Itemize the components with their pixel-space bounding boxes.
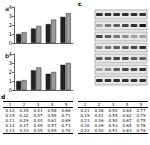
svg-text:c: c xyxy=(78,0,82,7)
html-text:0.76: 0.76 xyxy=(136,128,146,133)
html-text:0.52: 0.52 xyxy=(108,108,118,113)
svg-text:0: 0 xyxy=(9,87,12,93)
html-text:0.33: 0.33 xyxy=(19,128,29,133)
html-text:0.55: 0.55 xyxy=(47,113,57,118)
html-text:0.38: 0.38 xyxy=(94,108,104,113)
html-text:0.37: 0.37 xyxy=(19,123,29,128)
html-text:0.78: 0.78 xyxy=(136,123,146,128)
html-text:0.59: 0.59 xyxy=(47,128,57,133)
html-text:0.79: 0.79 xyxy=(136,113,146,118)
html-text:0.39: 0.39 xyxy=(94,123,104,128)
html-text:0.14: 0.14 xyxy=(5,123,15,128)
svg-text:2: 2 xyxy=(9,22,12,28)
svg-text:a: a xyxy=(5,5,9,12)
svg-text:4: 4 xyxy=(9,4,12,10)
svg-text:0: 0 xyxy=(9,40,12,46)
html-text:0.13: 0.13 xyxy=(5,128,15,133)
html-text:0.12: 0.12 xyxy=(5,108,15,113)
html-text:0.50: 0.50 xyxy=(108,118,118,123)
svg-text:b: b xyxy=(5,52,10,59)
html-text:0.69: 0.69 xyxy=(61,118,71,123)
html-text:d: d xyxy=(1,93,6,100)
html-text:0.41: 0.41 xyxy=(94,113,104,118)
html-text:3: 3 xyxy=(111,102,115,107)
html-text:0.44: 0.44 xyxy=(33,118,43,123)
html-text:0.73: 0.73 xyxy=(61,123,71,128)
html-text:0.63: 0.63 xyxy=(122,128,132,133)
html-text:0.21: 0.21 xyxy=(80,108,90,113)
svg-text:1: 1 xyxy=(9,31,12,37)
html-text:0.40: 0.40 xyxy=(94,128,104,133)
html-text:0.65: 0.65 xyxy=(122,123,132,128)
html-text:0.70: 0.70 xyxy=(61,128,71,133)
html-text:0.64: 0.64 xyxy=(122,108,132,113)
html-text:0.15: 0.15 xyxy=(5,113,15,118)
html-text:0.35: 0.35 xyxy=(19,108,29,113)
svg-text:3: 3 xyxy=(9,60,12,66)
html-text:0.23: 0.23 xyxy=(80,118,90,123)
html-text:0.19: 0.19 xyxy=(80,113,90,118)
html-text:0.45: 0.45 xyxy=(33,128,43,133)
html-text:0.47: 0.47 xyxy=(33,113,43,118)
html-text:1: 1 xyxy=(83,102,87,107)
html-text:0.62: 0.62 xyxy=(122,113,132,118)
html-text:5: 5 xyxy=(139,102,143,107)
html-text:0.51: 0.51 xyxy=(108,128,118,133)
html-text:3: 3 xyxy=(36,102,40,107)
html-text:0.66: 0.66 xyxy=(61,108,71,113)
html-text:0.36: 0.36 xyxy=(94,118,104,123)
html-text:0.29: 0.29 xyxy=(19,118,29,123)
html-text:2: 2 xyxy=(97,102,101,107)
svg-text:2: 2 xyxy=(9,69,12,75)
html-text:0.49: 0.49 xyxy=(33,123,43,128)
html-text:0.20: 0.20 xyxy=(80,123,90,128)
html-text:0.41: 0.41 xyxy=(33,108,43,113)
html-text:4: 4 xyxy=(50,102,54,107)
svg-text:1: 1 xyxy=(9,78,12,84)
html-text:0.55: 0.55 xyxy=(108,113,118,118)
html-text:0.67: 0.67 xyxy=(122,118,132,123)
html-text:0.71: 0.71 xyxy=(61,113,71,118)
html-text:0.75: 0.75 xyxy=(136,118,146,123)
html-text:0.57: 0.57 xyxy=(47,123,57,128)
html-text:0.53: 0.53 xyxy=(108,123,118,128)
html-text:0.22: 0.22 xyxy=(80,128,90,133)
html-text:2: 2 xyxy=(22,102,26,107)
html-text:0.32: 0.32 xyxy=(19,113,29,118)
html-text:0.77: 0.77 xyxy=(136,108,146,113)
html-text:0.61: 0.61 xyxy=(47,118,57,123)
html-text:4: 4 xyxy=(125,102,129,107)
svg-text:3: 3 xyxy=(9,13,12,19)
html-text:5: 5 xyxy=(64,102,68,107)
svg-text:4: 4 xyxy=(8,51,12,57)
html-text:0.58: 0.58 xyxy=(47,108,57,113)
html-text:0.11: 0.11 xyxy=(5,118,15,123)
html-text:1: 1 xyxy=(8,102,12,107)
